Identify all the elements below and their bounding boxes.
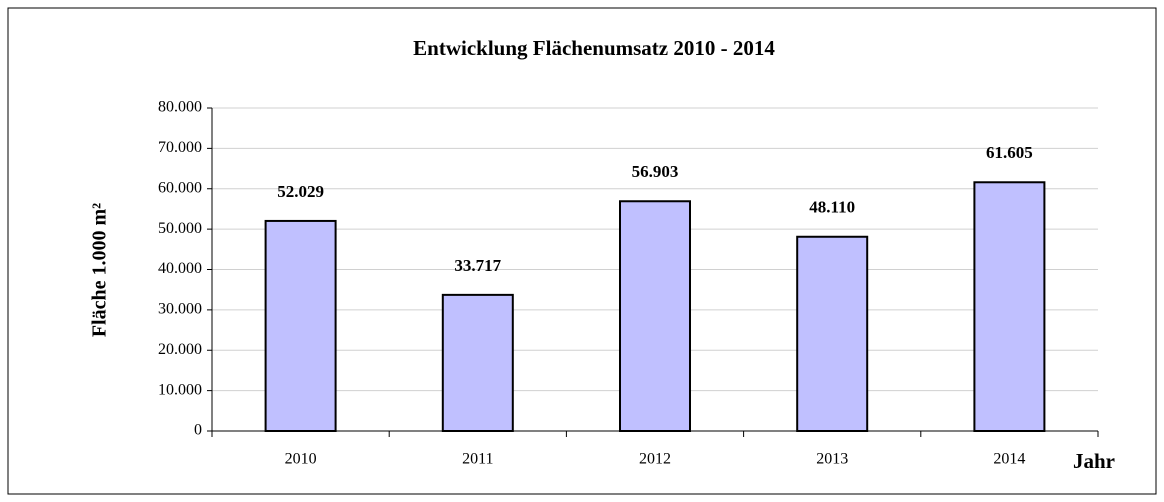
y-tick-label: 80.000 [158, 99, 202, 116]
y-tick-label: 60.000 [158, 179, 202, 196]
x-tick-label: 2010 [285, 451, 317, 468]
y-tick-label: 30.000 [158, 301, 202, 318]
x-tick-label: 2012 [639, 451, 671, 468]
data-label: 56.903 [632, 162, 679, 181]
bar [796, 235, 869, 432]
data-label: 61.605 [986, 143, 1033, 162]
bar [264, 219, 337, 432]
y-tick-label: 0 [194, 422, 202, 439]
data-label: 48.110 [809, 198, 855, 217]
bar [973, 181, 1046, 432]
x-tick-label: 2011 [462, 451, 493, 468]
y-tick-label: 20.000 [158, 341, 202, 358]
y-tick-label: 50.000 [158, 220, 202, 237]
x-tick-label: 2014 [993, 451, 1025, 468]
x-tick-label: 2013 [816, 451, 848, 468]
chart-title: Entwicklung Flächenumsatz 2010 - 2014 [413, 36, 775, 60]
y-axis-label: Fläche 1.000 m² [89, 203, 111, 337]
y-tick-label: 40.000 [158, 260, 202, 277]
data-label: 52.029 [277, 182, 324, 201]
chart-frame [7, 7, 1157, 495]
y-tick-label: 70.000 [158, 139, 202, 156]
x-axis-label: Jahr [1073, 449, 1115, 473]
y-tick-label: 10.000 [158, 381, 202, 398]
bar [619, 200, 691, 432]
data-label: 33.717 [454, 256, 501, 275]
bar [441, 293, 514, 432]
